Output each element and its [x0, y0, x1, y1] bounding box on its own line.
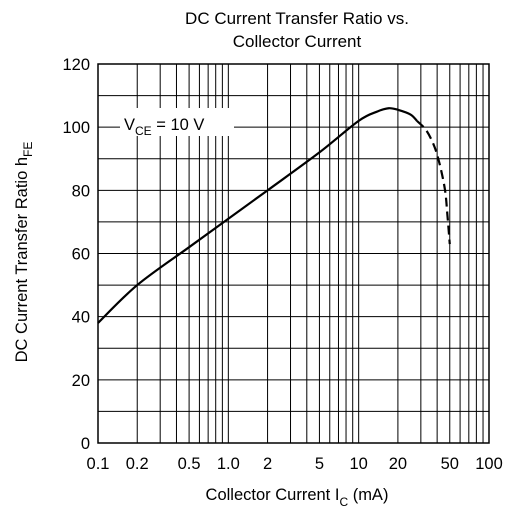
annotation-rest: = 10 V [152, 116, 205, 134]
x-axis-label-unit: (mA) [348, 486, 388, 504]
plot-frame [97, 63, 490, 444]
x-tick-label: 100 [475, 455, 503, 473]
x-tick-label: 5 [315, 455, 324, 473]
y-axis-label: DC Current Transfer Ratio hFE [13, 142, 35, 363]
x-tick-label: 2 [263, 455, 272, 473]
y-tick-label: 0 [81, 435, 90, 453]
x-tick-label: 0.1 [87, 455, 110, 473]
x-tick-label: 1.0 [217, 455, 240, 473]
y-tick-labels: 0 20 40 60 80 100 120 [62, 56, 90, 453]
y-axis-label-subscript: FE [21, 142, 35, 157]
chart-title: DC Current Transfer Ratio vs. Collector … [185, 9, 409, 51]
x-axis-label-subscript: C [339, 495, 348, 509]
y-tick-label: 40 [72, 309, 90, 327]
chart-series [97, 107, 451, 324]
chart-title-line-2: Collector Current [233, 32, 362, 51]
y-tick-label: 80 [72, 182, 90, 200]
chart-title-line-1: DC Current Transfer Ratio vs. [185, 9, 409, 28]
annotation-subscript: CE [135, 124, 152, 138]
y-tick-label: 120 [62, 56, 90, 74]
annotation-main: V [124, 116, 135, 134]
annotation-text: VCE = 10 V [124, 116, 204, 138]
x-tick-label: 10 [349, 455, 367, 473]
x-tick-label: 20 [389, 455, 407, 473]
x-tick-label: 0.5 [178, 455, 201, 473]
x-axis-label: Collector Current IC (mA) [206, 486, 389, 509]
x-tick-label: 50 [441, 455, 459, 473]
hfe-curve-solid [97, 107, 418, 324]
y-tick-label: 20 [72, 372, 90, 390]
annotation-vce: VCE = 10 V [120, 108, 234, 138]
x-axis-label-main: Collector Current I [206, 486, 340, 504]
x-tick-labels: 0.1 0.2 0.5 1.0 2 5 10 20 50 100 [87, 455, 503, 473]
y-axis-label-main: DC Current Transfer Ratio h [13, 157, 31, 362]
y-tick-label: 100 [62, 119, 90, 137]
y-tick-label: 60 [72, 246, 90, 264]
annotation-background [120, 108, 234, 136]
hfe-curve-dashed [416, 120, 451, 245]
x-tick-label: 0.2 [126, 455, 149, 473]
